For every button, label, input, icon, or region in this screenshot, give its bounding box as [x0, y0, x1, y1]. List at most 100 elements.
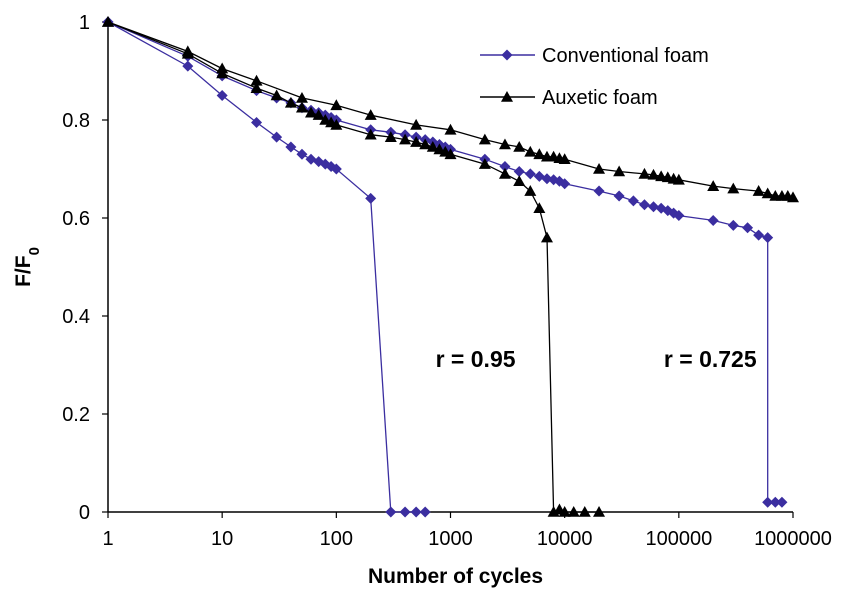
diamond-marker	[419, 506, 431, 518]
triangle-marker	[672, 173, 685, 185]
triangle-marker	[578, 506, 591, 517]
triangle-marker	[364, 109, 377, 120]
diamond-marker	[513, 165, 525, 177]
triangle-marker	[501, 91, 513, 102]
triangle-marker	[787, 191, 799, 203]
x-tick-label: 100000	[645, 528, 712, 550]
triangle-marker	[567, 506, 580, 517]
y-axis-title-subscript: 0	[26, 247, 43, 255]
triangle-marker	[613, 165, 626, 177]
diamond-marker	[296, 148, 308, 160]
diamond-marker	[613, 190, 625, 202]
diamond-marker	[727, 219, 739, 231]
x-tick-label: 100	[320, 528, 353, 550]
legend-label: Conventional foam	[542, 45, 709, 67]
triangle-marker	[426, 140, 439, 152]
diamond-marker	[627, 195, 639, 207]
diamond-marker	[753, 229, 765, 241]
series-layer	[102, 16, 799, 518]
diamond-marker	[524, 168, 536, 180]
triangle-marker	[638, 167, 651, 179]
triangle-marker	[250, 82, 263, 93]
y-tick-label: 1	[79, 12, 90, 34]
triangle-marker	[647, 168, 660, 180]
diamond-marker	[593, 185, 605, 197]
triangle-marker	[558, 153, 571, 164]
triangle-marker	[533, 148, 546, 160]
triangle-marker	[330, 118, 343, 130]
diamond-marker	[638, 199, 650, 211]
triangle-marker	[707, 180, 720, 191]
series-line	[107, 21, 426, 513]
triangle-marker	[593, 163, 606, 174]
triangle-marker	[498, 167, 511, 179]
diamond-marker	[285, 141, 297, 153]
y-tick-label: 0.4	[62, 306, 90, 328]
series-auxetic-foam	[102, 16, 799, 517]
y-tick-label: 0.8	[62, 110, 90, 132]
x-ticks: 1 10 100 1000 10000 100000 1000000	[102, 512, 832, 550]
diamond-marker	[499, 161, 511, 173]
triangle-marker	[250, 74, 263, 86]
triangle-marker	[478, 133, 491, 145]
x-tick-label: 1	[102, 528, 113, 550]
y-tick-label: 0.6	[62, 208, 90, 230]
diamond-marker	[762, 496, 774, 508]
x-tick-label: 1000000	[754, 528, 832, 550]
diamond-marker	[182, 60, 194, 72]
y-tick-label: 0	[79, 502, 90, 524]
diamond-marker	[410, 506, 422, 518]
diamond-marker	[251, 116, 263, 128]
diamond-marker	[365, 192, 377, 204]
triangle-marker	[524, 145, 537, 157]
legend-item: Conventional foam	[480, 45, 709, 67]
triangle-marker	[419, 138, 432, 150]
y-axis-title: F/F0	[12, 247, 43, 287]
triangle-marker	[752, 185, 765, 196]
triangle-marker	[478, 158, 491, 169]
annotations: r = 0.95 r = 0.725	[436, 346, 757, 372]
series-line	[107, 21, 782, 503]
y-ticks: 0 0.2 0.4 0.6 0.8 1	[62, 12, 108, 524]
diamond-marker	[399, 506, 411, 518]
legend-label: Auxetic foam	[542, 87, 658, 109]
series-conventional-foam	[102, 16, 788, 518]
triangle-marker	[384, 131, 397, 142]
triangle-marker	[181, 45, 194, 57]
triangle-marker	[312, 109, 325, 120]
triangle-marker	[410, 118, 423, 130]
triangle-marker	[216, 62, 229, 74]
x-tick-label: 1000	[428, 528, 473, 550]
diamond-marker	[707, 214, 719, 226]
series-line	[107, 21, 599, 513]
triangle-marker	[330, 99, 343, 111]
diamond-marker	[501, 49, 513, 61]
diamond-marker	[559, 178, 571, 190]
triangle-marker	[498, 138, 511, 150]
triangle-marker	[558, 506, 571, 517]
diamond-marker	[648, 201, 660, 213]
triangle-marker	[513, 140, 526, 152]
diamond-marker	[216, 90, 228, 101]
triangle-marker	[761, 187, 774, 199]
diamond-marker	[271, 131, 283, 143]
triangle-marker	[284, 96, 297, 108]
triangle-marker	[727, 182, 740, 194]
diamond-marker	[385, 506, 397, 518]
triangle-marker	[593, 506, 606, 517]
triangle-marker	[533, 202, 546, 213]
diamond-marker	[673, 210, 685, 222]
x-tick-label: 10000	[537, 528, 593, 550]
triangle-marker	[364, 128, 377, 140]
y-axis-title-main: F/F	[12, 255, 35, 287]
axes	[107, 22, 793, 513]
triangle-marker	[513, 175, 526, 187]
legend-item: Auxetic foam	[480, 87, 658, 109]
triangle-marker	[410, 136, 423, 147]
annotation-label: r = 0.725	[664, 346, 757, 372]
triangle-marker	[102, 16, 114, 27]
x-tick-label: 10	[211, 528, 233, 550]
triangle-marker	[444, 123, 457, 135]
diamond-marker	[330, 163, 342, 175]
